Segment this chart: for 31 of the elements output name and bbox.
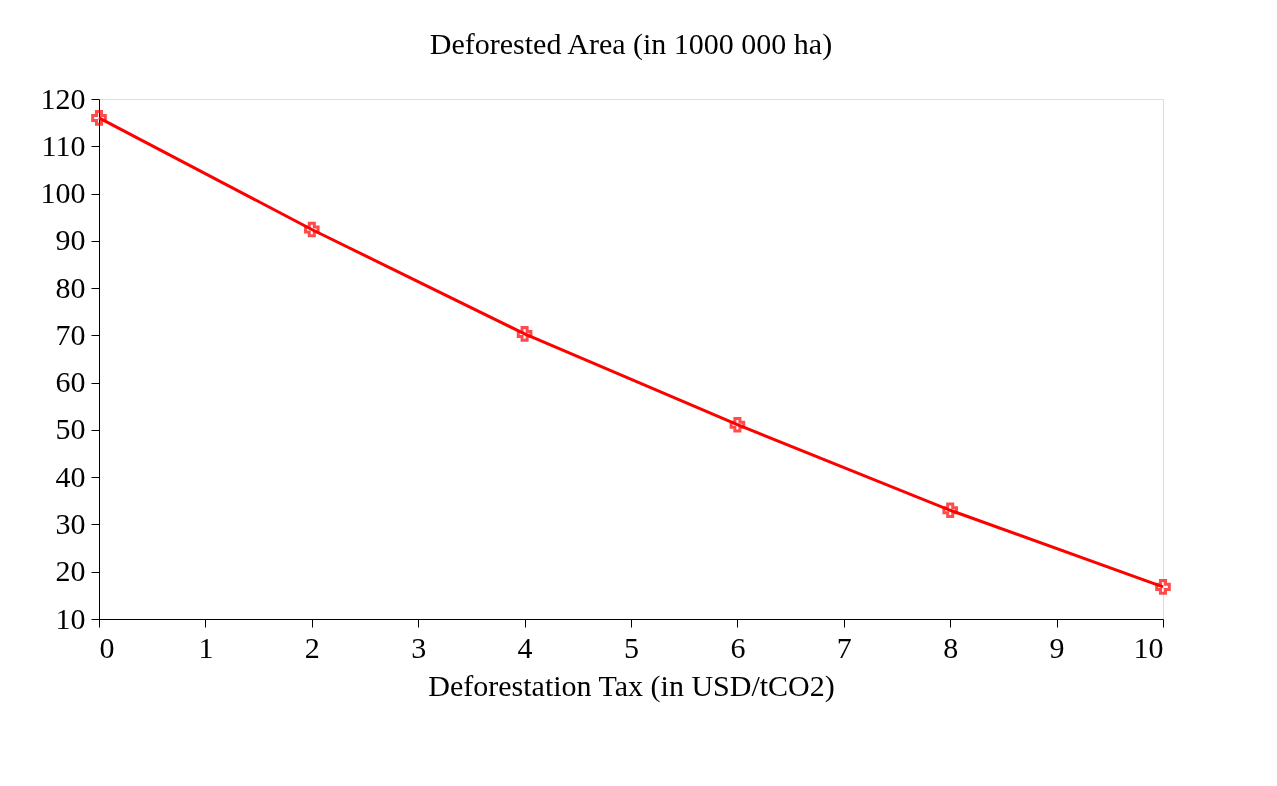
y-tick-label: 20 <box>55 554 86 588</box>
y-tick-label: 30 <box>55 506 86 540</box>
y-tick-label: 70 <box>55 317 86 351</box>
x-tick-label: 9 <box>1049 630 1065 664</box>
y-tick-label: 50 <box>55 412 86 446</box>
y-tick-label: 60 <box>55 365 86 399</box>
point <box>729 416 746 433</box>
point <box>516 326 533 342</box>
x-tick-label: 7 <box>836 630 852 664</box>
x-tick-label: 0 <box>99 630 115 664</box>
chart-title: Deforested Area (in 1000 000 ha) <box>429 27 833 61</box>
y-tick-label: 110 <box>41 128 86 162</box>
x-tick-label: 4 <box>517 630 533 664</box>
y-tick-label: 40 <box>55 459 86 493</box>
y-tick-label: 120 <box>40 81 86 115</box>
y-tick-label: 10 <box>55 601 86 635</box>
point <box>91 110 107 126</box>
x-tick-label: 5 <box>624 630 639 664</box>
y-tick-label: 80 <box>55 270 86 304</box>
x-tick-label: 8 <box>943 630 959 664</box>
x-tick-label: 10 <box>1133 630 1164 664</box>
x-tick-label: 2 <box>304 630 320 664</box>
point <box>942 502 959 519</box>
x-tick-label: 6 <box>730 630 746 664</box>
x-tick-label: 1 <box>198 630 214 664</box>
x-axis-title: Deforestation Tax (in USD/tCO2) <box>428 668 835 703</box>
point <box>1155 579 1171 595</box>
x-tick-label: 3 <box>411 630 427 664</box>
y-tick-label: 90 <box>55 223 86 257</box>
point <box>303 221 320 238</box>
y-tick-label: 100 <box>40 176 86 210</box>
